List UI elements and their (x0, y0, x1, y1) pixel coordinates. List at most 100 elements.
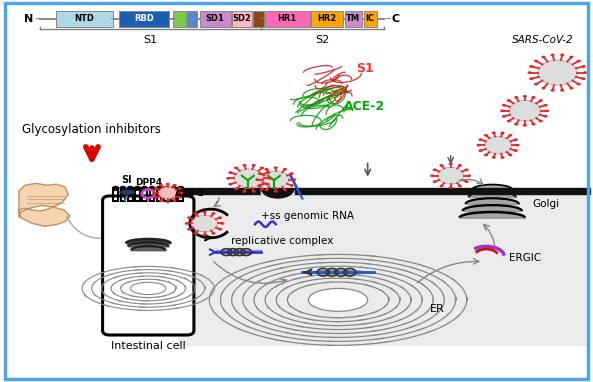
Bar (119, 11, 169, 27)
Circle shape (433, 168, 437, 171)
Bar (120, 188, 125, 201)
Circle shape (166, 200, 170, 203)
Circle shape (193, 232, 197, 235)
Circle shape (234, 169, 264, 188)
Ellipse shape (120, 189, 135, 195)
Circle shape (514, 138, 518, 141)
Text: S1: S1 (356, 62, 374, 75)
Circle shape (283, 188, 287, 191)
Circle shape (514, 149, 518, 152)
Text: C: C (391, 14, 400, 24)
Circle shape (534, 83, 538, 86)
Bar (142, 188, 147, 201)
Text: replicative complex: replicative complex (231, 236, 334, 246)
Circle shape (266, 183, 270, 186)
Circle shape (544, 115, 548, 118)
Text: SD1: SD1 (206, 14, 225, 23)
Bar (187, 11, 197, 27)
Circle shape (449, 186, 453, 189)
Circle shape (484, 154, 488, 156)
Circle shape (531, 96, 535, 99)
Text: –: – (384, 12, 390, 25)
Circle shape (458, 164, 462, 167)
Circle shape (502, 115, 506, 118)
Circle shape (484, 136, 512, 154)
Circle shape (515, 144, 519, 146)
Circle shape (173, 199, 177, 202)
Circle shape (538, 60, 577, 85)
Text: SD2: SD2 (232, 14, 251, 23)
Circle shape (583, 71, 587, 74)
Text: ACE-2: ACE-2 (175, 189, 205, 198)
Circle shape (514, 123, 518, 126)
Circle shape (550, 89, 554, 92)
Text: SI: SI (121, 175, 132, 185)
Circle shape (211, 232, 216, 235)
Text: S1: S1 (144, 35, 158, 45)
Bar (200, 11, 231, 27)
Circle shape (508, 154, 512, 156)
Bar (364, 11, 377, 27)
Circle shape (154, 187, 158, 190)
Circle shape (234, 167, 238, 169)
Text: TM: TM (346, 14, 361, 23)
Ellipse shape (130, 282, 166, 295)
Bar (345, 11, 362, 27)
Circle shape (522, 124, 527, 127)
Circle shape (534, 60, 538, 62)
Circle shape (492, 156, 496, 159)
Bar (127, 188, 132, 201)
Circle shape (211, 212, 216, 215)
Circle shape (173, 184, 177, 187)
Circle shape (439, 164, 444, 167)
Text: –: – (260, 12, 266, 25)
FancyBboxPatch shape (103, 196, 194, 335)
Circle shape (467, 174, 471, 177)
Circle shape (159, 184, 163, 187)
Circle shape (514, 96, 518, 99)
Circle shape (560, 89, 565, 92)
Circle shape (484, 134, 488, 137)
Circle shape (228, 183, 232, 186)
Circle shape (152, 191, 157, 194)
Text: HR2: HR2 (317, 14, 337, 23)
Polygon shape (19, 183, 70, 226)
Text: –: – (110, 12, 116, 25)
Text: HR1: HR1 (278, 14, 297, 23)
Circle shape (439, 185, 444, 187)
Text: Intestinal cell: Intestinal cell (111, 341, 186, 351)
Circle shape (264, 188, 269, 191)
Bar (178, 188, 183, 201)
Circle shape (266, 171, 270, 174)
Circle shape (243, 190, 247, 193)
Circle shape (507, 120, 511, 122)
Circle shape (274, 190, 278, 193)
Circle shape (500, 131, 505, 134)
Circle shape (538, 120, 543, 122)
Circle shape (550, 53, 554, 56)
Circle shape (529, 65, 533, 68)
Circle shape (218, 216, 222, 219)
Circle shape (577, 60, 581, 62)
Bar (56, 11, 113, 27)
Bar (157, 188, 161, 201)
Circle shape (283, 168, 287, 171)
Circle shape (449, 163, 453, 165)
Circle shape (289, 184, 294, 187)
Text: ACE-2: ACE-2 (344, 100, 385, 113)
Circle shape (527, 71, 531, 74)
Circle shape (438, 167, 464, 184)
Circle shape (192, 215, 218, 232)
Bar (135, 188, 140, 201)
Circle shape (569, 87, 573, 89)
Bar (265, 11, 310, 27)
Circle shape (546, 110, 550, 112)
Circle shape (177, 196, 181, 199)
Circle shape (464, 168, 468, 171)
Circle shape (502, 104, 506, 107)
Bar (173, 11, 186, 27)
Bar (149, 188, 154, 201)
Circle shape (158, 187, 177, 199)
Bar (232, 11, 252, 27)
Circle shape (464, 180, 468, 183)
